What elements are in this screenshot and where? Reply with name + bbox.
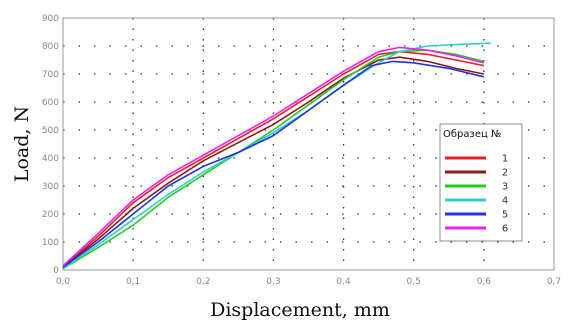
plot-frame bbox=[62, 17, 555, 271]
x-tick-label: 0,7 bbox=[547, 277, 561, 287]
legend-label-1: 1 bbox=[502, 154, 508, 165]
legend-label-5: 5 bbox=[502, 210, 508, 221]
x-tick-labels: 0,0 0,1 0,2 0,3 0,4 0,5 0,6 0,7 bbox=[56, 277, 561, 287]
series-line-6 bbox=[62, 46, 485, 267]
legend-label-2: 2 bbox=[502, 168, 508, 179]
legend-label-3: 3 bbox=[502, 182, 508, 193]
legend-title: Образец № bbox=[443, 129, 501, 140]
x-tick-label: 0,6 bbox=[477, 277, 492, 287]
y-tick-label: 700 bbox=[42, 70, 59, 80]
series-line-2 bbox=[62, 56, 485, 268]
legend-label-6: 6 bbox=[502, 224, 508, 235]
x-tick-label: 0,5 bbox=[407, 277, 421, 287]
y-tick-label: 200 bbox=[42, 210, 59, 220]
series-lines bbox=[62, 42, 491, 270]
y-tick-labels: 0 100 200 300 400 500 600 700 800 900 bbox=[42, 14, 59, 276]
x-axis-title: Displacement, mm bbox=[210, 299, 390, 321]
x-tick-label: 0,4 bbox=[336, 277, 351, 287]
y-tick-label: 300 bbox=[42, 182, 59, 192]
legend: Образец № 1 2 3 4 5 6 bbox=[439, 123, 523, 242]
series-line-1 bbox=[62, 50, 485, 268]
x-tick-label: 0,2 bbox=[196, 277, 210, 287]
y-tick-label: 100 bbox=[42, 238, 59, 248]
y-tick-label: 600 bbox=[42, 98, 59, 108]
x-tick-label: 0,0 bbox=[56, 277, 71, 287]
series-line-5 bbox=[62, 60, 485, 268]
series-line-4 bbox=[62, 42, 491, 270]
x-tick-label: 0,1 bbox=[126, 277, 140, 287]
y-tick-label: 800 bbox=[42, 42, 59, 52]
legend-label-4: 4 bbox=[502, 196, 508, 207]
y-tick-label: 500 bbox=[42, 126, 59, 136]
legend-box bbox=[439, 123, 523, 242]
y-tick-label: 900 bbox=[42, 14, 59, 24]
y-axis-title: Load, N bbox=[11, 106, 33, 182]
y-tick-label: 400 bbox=[42, 154, 59, 164]
y-tick-label: 0 bbox=[53, 266, 59, 276]
x-tick-label: 0,3 bbox=[266, 277, 280, 287]
